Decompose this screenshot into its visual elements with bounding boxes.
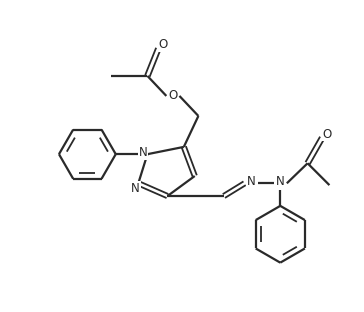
Text: O: O: [322, 128, 331, 141]
Text: N: N: [276, 175, 285, 188]
Text: O: O: [158, 38, 167, 51]
Text: N: N: [139, 146, 147, 159]
Text: O: O: [168, 90, 178, 102]
Text: N: N: [247, 175, 256, 188]
Text: N: N: [131, 182, 140, 195]
